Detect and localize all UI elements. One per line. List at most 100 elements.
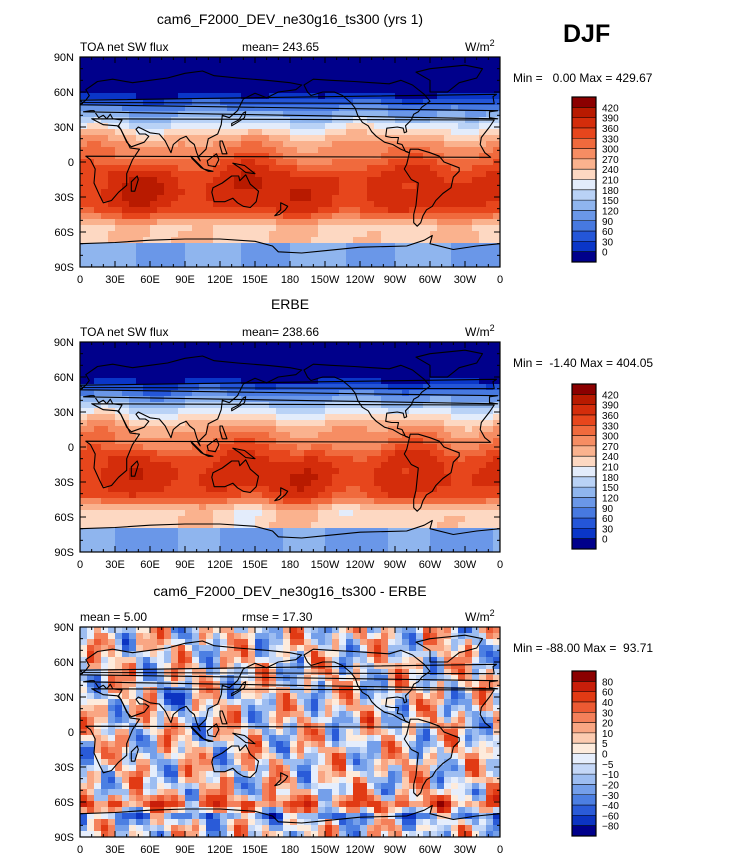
lon-tick-label: 150W <box>311 559 340 571</box>
colorbar-swatch <box>572 127 596 139</box>
colorbar-swatch <box>572 169 596 180</box>
lon-tick-label: 30E <box>105 559 125 571</box>
colorbar-swatch <box>572 805 596 816</box>
lon-tick-label: 0 <box>77 274 83 286</box>
colorbar-swatch <box>572 794 596 806</box>
colorbar-label: 360 <box>602 411 619 422</box>
colorbar-label: 240 <box>602 452 619 463</box>
lon-tick-label: 150W <box>311 844 340 856</box>
units-exponent: 2 <box>490 323 495 333</box>
colorbar-label: −10 <box>602 770 619 781</box>
colorbar-swatch <box>572 487 596 498</box>
colorbar-swatch <box>572 251 596 263</box>
colorbar-swatch <box>572 107 596 118</box>
lon-tick-label: 90W <box>384 844 407 856</box>
colorbar-label: 330 <box>602 134 619 145</box>
panel-mid-label: mean= 238.66 <box>242 325 319 339</box>
colorbar-swatch <box>572 753 596 765</box>
colorbar-label: 90 <box>602 504 614 515</box>
lon-tick-label: 120W <box>346 844 375 856</box>
colorbar-label: 30 <box>602 237 614 248</box>
colorbar-label: 30 <box>602 708 614 719</box>
colorbar-label: 60 <box>602 514 614 525</box>
lat-tick-label: 30N <box>54 407 74 419</box>
colorbar-label: 270 <box>602 442 619 453</box>
colorbar-label: 240 <box>602 165 619 176</box>
colorbar-label: 10 <box>602 729 614 740</box>
lat-tick-label: 30S <box>54 192 74 204</box>
lat-tick-label: 90S <box>54 832 74 844</box>
colorbar-label: 180 <box>602 473 619 484</box>
units-exponent: 2 <box>490 38 495 48</box>
colorbar-label: 210 <box>602 176 619 187</box>
lon-tick-label: 0 <box>497 274 503 286</box>
colorbar-label: 5 <box>602 739 608 750</box>
colorbar-swatch <box>572 507 596 519</box>
units-base: W/m <box>465 40 490 54</box>
field-shading <box>80 57 500 267</box>
colorbar-label: 180 <box>602 186 619 197</box>
colorbar-label: −80 <box>602 822 619 833</box>
panel-units: W/m2 <box>465 608 495 624</box>
lon-tick-label: 180 <box>281 274 299 286</box>
colorbar-label: 330 <box>602 421 619 432</box>
panel-title: ERBE <box>271 296 309 312</box>
panel-left-label: mean = 5.00 <box>80 610 147 624</box>
colorbar-swatch <box>572 425 596 436</box>
season-label: DJF <box>563 20 610 48</box>
colorbar-swatch <box>572 220 596 232</box>
lat-tick-label: 60N <box>54 87 74 99</box>
lon-tick-label: 30W <box>454 559 477 571</box>
units-base: W/m <box>465 610 490 624</box>
colorbar-label: 270 <box>602 155 619 166</box>
lon-tick-label: 150E <box>242 844 268 856</box>
lat-tick-label: 60S <box>54 797 74 809</box>
lat-tick-label: 60N <box>54 372 74 384</box>
panel-minmax: Min = -88.00 Max = 93.71 <box>513 641 653 655</box>
lat-tick-label: 90N <box>54 337 74 349</box>
lat-tick-label: 60N <box>54 657 74 669</box>
coastlines <box>80 64 500 267</box>
lon-tick-label: 150E <box>242 559 268 571</box>
panel-title: cam6_F2000_DEV_ne30g16_ts300 (yrs 1) <box>157 11 423 27</box>
lat-tick-label: 60S <box>54 227 74 239</box>
colorbar-swatch <box>572 117 596 129</box>
colorbar-label: 0 <box>602 750 608 761</box>
lon-tick-label: 120E <box>207 844 233 856</box>
lat-tick-label: 90N <box>54 52 74 64</box>
panel-left-label: TOA net SW flux <box>80 325 168 339</box>
colorbar-swatch <box>572 528 596 539</box>
lat-tick-label: 0 <box>68 157 74 169</box>
lat-tick-label: 90N <box>54 622 74 634</box>
lon-tick-label: 120W <box>346 559 375 571</box>
panel-left-label: TOA net SW flux <box>80 40 168 54</box>
lon-tick-label: 90W <box>384 274 407 286</box>
lon-tick-label: 120E <box>207 274 233 286</box>
colorbar-swatch <box>572 210 596 222</box>
coastlines <box>80 349 500 552</box>
panel-mid-label: mean= 243.65 <box>242 40 319 54</box>
lon-tick-label: 90E <box>175 844 195 856</box>
lon-tick-label: 30E <box>105 274 125 286</box>
panel-3: cam6_F2000_DEV_ne30g16_ts300 - ERBE mean … <box>54 583 654 856</box>
panel-units: W/m2 <box>465 38 495 54</box>
colorbar-swatch <box>572 712 596 723</box>
colorbar-swatch <box>572 681 596 692</box>
lon-tick-label: 120E <box>207 559 233 571</box>
lon-tick-label: 180 <box>281 844 299 856</box>
colorbar-swatch <box>572 189 596 201</box>
colorbar-label: 360 <box>602 124 619 135</box>
panel-units: W/m2 <box>465 323 495 339</box>
lon-tick-label: 0 <box>77 844 83 856</box>
colorbar-label: 390 <box>602 401 619 412</box>
colorbar-label: 120 <box>602 493 619 504</box>
colorbar-label: 80 <box>602 677 614 688</box>
lat-tick-label: 90S <box>54 262 74 274</box>
lon-tick-label: 60W <box>419 274 442 286</box>
colorbar-swatch <box>572 763 596 775</box>
lat-tick-label: 30N <box>54 692 74 704</box>
colorbar-swatch <box>572 404 596 416</box>
colorbar-label: 0 <box>602 535 608 546</box>
